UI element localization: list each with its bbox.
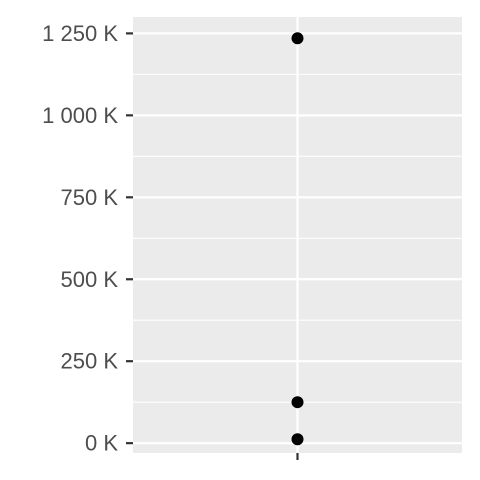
data-point	[292, 433, 304, 445]
y-tick-label: 750 K	[61, 185, 119, 210]
data-point	[292, 396, 304, 408]
y-tick-label: 500 K	[61, 267, 119, 292]
data-point	[292, 32, 304, 44]
y-tick-label: 250 K	[61, 349, 119, 374]
y-tick-label: 1 250 K	[42, 21, 118, 46]
y-axis: 0 K 250 K 500 K 750 K 1 000 K 1 250 K	[42, 21, 133, 456]
y-tick-label: 0 K	[85, 431, 118, 456]
y-tick-label: 1 000 K	[42, 103, 118, 128]
